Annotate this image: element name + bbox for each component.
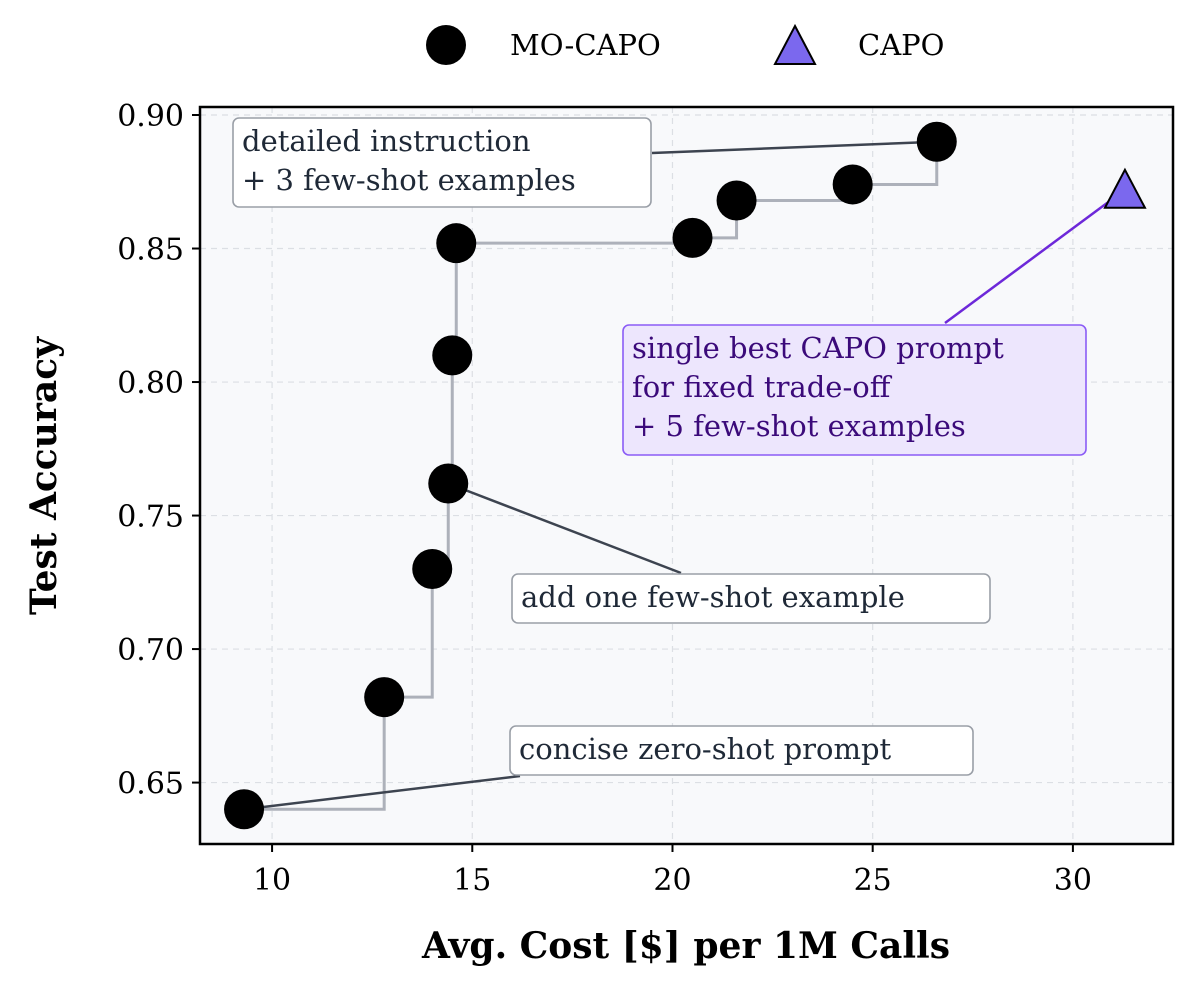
legend-mo-capo-label: MO-CAPO bbox=[510, 28, 661, 62]
mo-capo-point bbox=[916, 121, 957, 162]
annotation-capo-text: for fixed trade-off bbox=[632, 370, 893, 404]
annotation-add-text: add one few-shot example bbox=[521, 580, 905, 614]
annotation-concise-text: concise zero-shot prompt bbox=[519, 732, 892, 766]
legend-capo-label: CAPO bbox=[858, 28, 944, 62]
mo-capo-point bbox=[224, 789, 265, 830]
y-tick-label: 0.70 bbox=[117, 633, 184, 668]
annotation-capo-box bbox=[622, 324, 1087, 456]
annotation-detailed-connector bbox=[651, 140, 937, 155]
plot-frame bbox=[198, 105, 1175, 846]
legend: MO-CAPO CAPO bbox=[426, 23, 944, 65]
annotation-detailed-text: detailed instruction bbox=[242, 124, 531, 158]
annotation-concise-connector bbox=[243, 774, 521, 811]
annotation-detailed-box bbox=[232, 117, 652, 208]
y-axis-title: Test Accuracy bbox=[23, 336, 65, 615]
x-tick-label: 30 bbox=[1054, 863, 1092, 898]
mo-capo-point bbox=[832, 164, 873, 205]
mo-capo-point bbox=[436, 223, 477, 264]
legend-capo-marker bbox=[773, 23, 817, 65]
mo-capo-point bbox=[672, 217, 713, 258]
annotation-capo-text: single best CAPO prompt bbox=[632, 331, 1004, 365]
legend-mo-capo-marker bbox=[426, 25, 466, 65]
x-tick-label: 15 bbox=[453, 863, 491, 898]
annotation-capo-connector bbox=[944, 188, 1126, 325]
annotation-concise-box bbox=[509, 725, 974, 776]
annotation-capo-text: + 5 few-shot examples bbox=[632, 409, 966, 443]
x-tick-label: 25 bbox=[854, 863, 892, 898]
annotation-boxes: detailed instruction + 3 few-shot example… bbox=[232, 117, 1087, 776]
annotation-add-box bbox=[511, 573, 991, 624]
mo-capo-point bbox=[412, 548, 453, 589]
annotation-connectors bbox=[243, 140, 1126, 811]
y-tick-label: 0.85 bbox=[117, 233, 184, 268]
x-tick-label: 10 bbox=[253, 863, 291, 898]
capo-point bbox=[1103, 167, 1147, 209]
data-points bbox=[224, 121, 1147, 830]
mo-capo-point bbox=[428, 463, 469, 504]
annotation-add-connector bbox=[447, 482, 682, 575]
x-axis-title: Avg. Cost [$] per 1M Calls bbox=[421, 925, 950, 967]
axis-ticks: 10 15 20 25 30 0.65 0.70 0.75 0.80 0.85 0.90 bbox=[117, 99, 1092, 898]
mo-capo-point bbox=[432, 335, 473, 376]
mo-capo-point bbox=[716, 180, 757, 221]
mo-capo-point bbox=[364, 677, 405, 718]
y-tick-label: 0.65 bbox=[117, 767, 184, 802]
y-tick-label: 0.80 bbox=[117, 366, 184, 401]
annotation-detailed-text: + 3 few-shot examples bbox=[242, 163, 576, 197]
y-tick-label: 0.90 bbox=[117, 99, 184, 134]
x-tick-label: 20 bbox=[653, 863, 691, 898]
y-tick-label: 0.75 bbox=[117, 500, 184, 535]
